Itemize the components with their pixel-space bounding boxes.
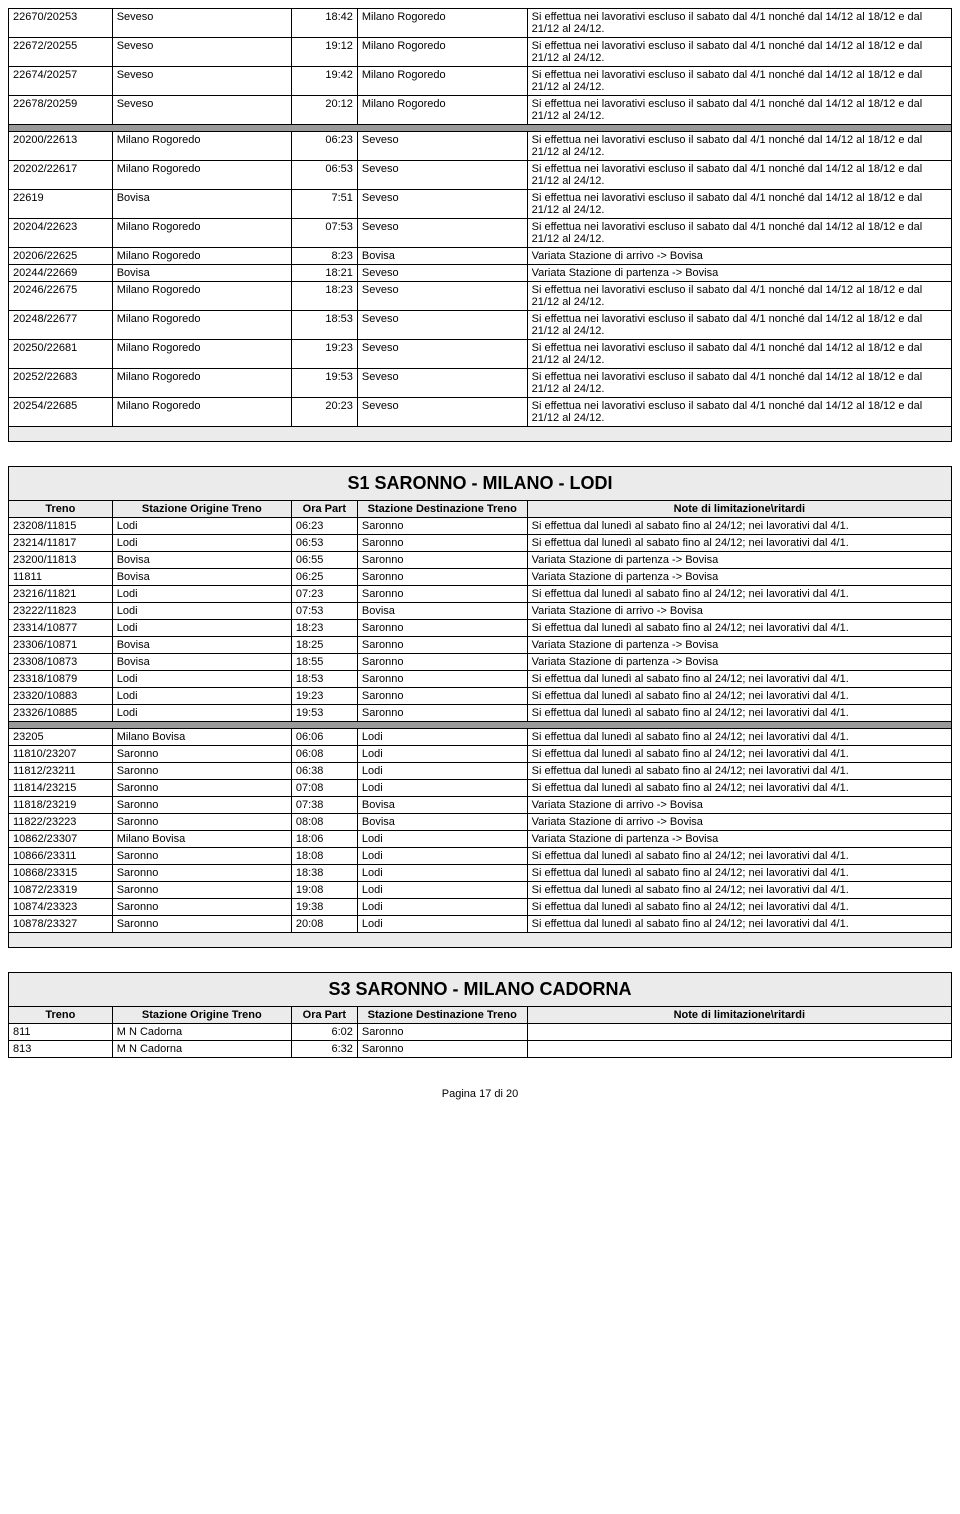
table-row: 11812/23211Saronno06:38LodiSi effettua d…	[9, 763, 952, 780]
table-row: 23208/11815Lodi06:23SaronnoSi effettua d…	[9, 518, 952, 535]
table-row: 23318/10879Lodi18:53SaronnoSi effettua d…	[9, 671, 952, 688]
table-row: 23320/10883Lodi19:23SaronnoSi effettua d…	[9, 688, 952, 705]
table-row: 23314/10877Lodi18:23SaronnoSi effettua d…	[9, 620, 952, 637]
table-row: 20250/22681Milano Rogoredo19:23SevesoSi …	[9, 340, 952, 369]
table-row: 811M N Cadorna6:02Saronno	[9, 1024, 952, 1041]
table-row: 23222/11823Lodi07:53BovisaVariata Stazio…	[9, 603, 952, 620]
table-row: 23326/10885Lodi19:53SaronnoSi effettua d…	[9, 705, 952, 722]
table-row: 11818/23219Saronno07:38BovisaVariata Sta…	[9, 797, 952, 814]
table-row: 11810/23207Saronno06:08LodiSi effettua d…	[9, 746, 952, 763]
table-row: 23205Milano Bovisa06:06LodiSi effettua d…	[9, 729, 952, 746]
section-title: S3 SARONNO - MILANO CADORNA	[9, 973, 952, 1007]
table-row: 20200/22613Milano Rogoredo06:23SevesoSi …	[9, 132, 952, 161]
table-row: 22670/20253Seveso18:42Milano RogoredoSi …	[9, 9, 952, 38]
table-row: 20206/22625Milano Rogoredo8:23BovisaVari…	[9, 248, 952, 265]
table-row: 10868/23315Saronno18:38LodiSi effettua d…	[9, 865, 952, 882]
table-row: 11822/23223Saronno08:08BovisaVariata Sta…	[9, 814, 952, 831]
table-row: 813M N Cadorna6:32Saronno	[9, 1041, 952, 1058]
table-row: 10878/23327Saronno20:08LodiSi effettua d…	[9, 916, 952, 933]
table-row: 20246/22675Milano Rogoredo18:23SevesoSi …	[9, 282, 952, 311]
table-row: 22619Bovisa7:51SevesoSi effettua nei lav…	[9, 190, 952, 219]
table-row: 11811Bovisa06:25SaronnoVariata Stazione …	[9, 569, 952, 586]
table-row: 20202/22617Milano Rogoredo06:53SevesoSi …	[9, 161, 952, 190]
table-row: 10872/23319Saronno19:08LodiSi effettua d…	[9, 882, 952, 899]
table-row: 22678/20259Seveso20:12Milano RogoredoSi …	[9, 96, 952, 125]
footer-spacer	[9, 933, 952, 948]
header-row: TrenoStazione Origine TrenoOra PartStazi…	[9, 501, 952, 518]
page-number: Pagina 17 di 20	[8, 1088, 952, 1100]
table-row: 11814/23215Saronno07:08LodiSi effettua d…	[9, 780, 952, 797]
table-row: 22672/20255Seveso19:12Milano RogoredoSi …	[9, 38, 952, 67]
table-row: 20248/22677Milano Rogoredo18:53SevesoSi …	[9, 311, 952, 340]
table-row: 10874/23323Saronno19:38LodiSi effettua d…	[9, 899, 952, 916]
table-row: 10862/23307Milano Bovisa18:06LodiVariata…	[9, 831, 952, 848]
table-row: 23214/11817Lodi06:53SaronnoSi effettua d…	[9, 535, 952, 552]
table-row: 20204/22623Milano Rogoredo07:53SevesoSi …	[9, 219, 952, 248]
spacer-row	[9, 722, 952, 729]
table-s3: S3 SARONNO - MILANO CADORNA TrenoStazion…	[8, 972, 952, 1058]
table-row: 23308/10873Bovisa18:55SaronnoVariata Sta…	[9, 654, 952, 671]
table-row: 23306/10871Bovisa18:25SaronnoVariata Sta…	[9, 637, 952, 654]
table-row: 10866/23311Saronno18:08LodiSi effettua d…	[9, 848, 952, 865]
table-row: 23216/11821Lodi07:23SaronnoSi effettua d…	[9, 586, 952, 603]
table-s1: S1 SARONNO - MILANO - LODI TrenoStazione…	[8, 466, 952, 948]
spacer-row	[9, 125, 952, 132]
table-row: 20254/22685Milano Rogoredo20:23SevesoSi …	[9, 398, 952, 427]
table-row: 22674/20257Seveso19:42Milano RogoredoSi …	[9, 67, 952, 96]
table-row: 20244/22669Bovisa18:21SevesoVariata Staz…	[9, 265, 952, 282]
header-row: TrenoStazione Origine TrenoOra PartStazi…	[9, 1007, 952, 1024]
table-seveso: 22670/20253Seveso18:42Milano RogoredoSi …	[8, 8, 952, 442]
table-row: 23200/11813Bovisa06:55SaronnoVariata Sta…	[9, 552, 952, 569]
section-title: S1 SARONNO - MILANO - LODI	[9, 467, 952, 501]
table-row: 20252/22683Milano Rogoredo19:53SevesoSi …	[9, 369, 952, 398]
footer-spacer	[9, 427, 952, 442]
